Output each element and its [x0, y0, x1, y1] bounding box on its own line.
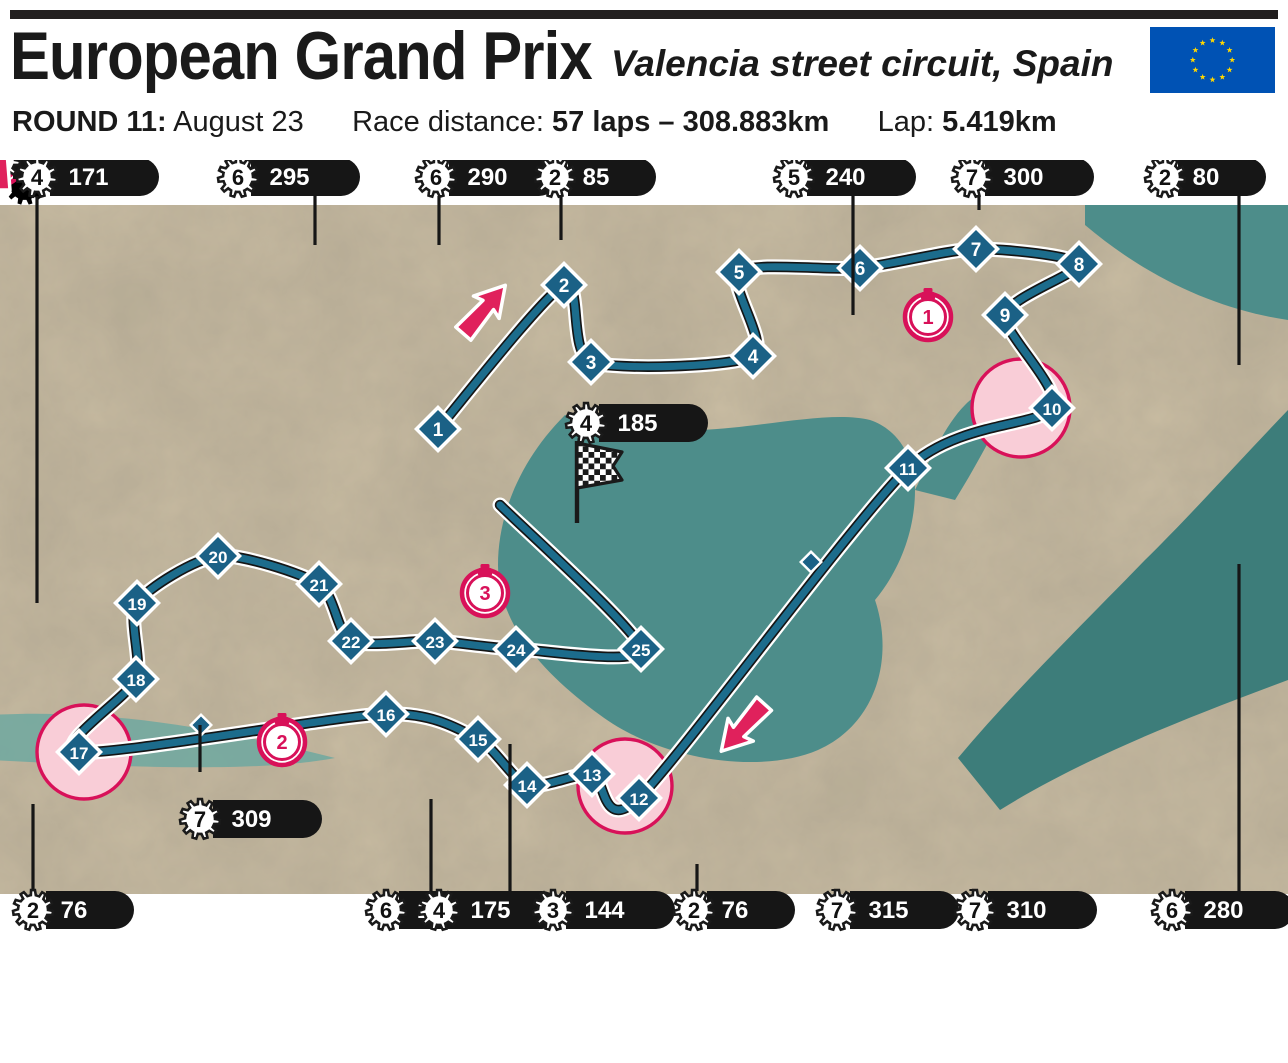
svg-text:6: 6 — [1166, 898, 1178, 923]
svg-text:2: 2 — [1159, 165, 1171, 190]
svg-text:4: 4 — [580, 411, 593, 436]
svg-text:2: 2 — [27, 898, 39, 923]
svg-text:17: 17 — [70, 744, 89, 763]
svg-text:20: 20 — [209, 548, 228, 567]
svg-text:6: 6 — [232, 165, 244, 190]
svg-text:85: 85 — [583, 164, 610, 191]
svg-text:4: 4 — [748, 347, 759, 368]
svg-text:15: 15 — [469, 731, 488, 750]
svg-text:18: 18 — [127, 671, 146, 690]
svg-text:1: 1 — [922, 307, 933, 329]
svg-text:185: 185 — [617, 410, 657, 437]
svg-text:22: 22 — [342, 633, 361, 652]
svg-text:300: 300 — [1003, 164, 1043, 191]
svg-text:76: 76 — [722, 897, 749, 924]
svg-text:1: 1 — [433, 420, 444, 441]
svg-text:10: 10 — [1043, 400, 1062, 419]
svg-text:7: 7 — [966, 165, 978, 190]
svg-text:8: 8 — [1074, 255, 1085, 276]
svg-text:3: 3 — [479, 583, 490, 605]
svg-text:2: 2 — [688, 898, 700, 923]
svg-text:25: 25 — [632, 641, 651, 660]
svg-text:76: 76 — [61, 897, 88, 924]
svg-text:16: 16 — [377, 706, 396, 725]
svg-text:240: 240 — [825, 164, 865, 191]
svg-text:2: 2 — [276, 732, 287, 754]
svg-text:7: 7 — [831, 898, 843, 923]
svg-text:171: 171 — [68, 164, 108, 191]
svg-text:280: 280 — [1203, 897, 1243, 924]
svg-text:290: 290 — [467, 164, 507, 191]
svg-text:6: 6 — [855, 259, 866, 280]
svg-text:5: 5 — [734, 263, 745, 284]
svg-text:175: 175 — [470, 897, 510, 924]
svg-text:4: 4 — [31, 165, 44, 190]
svg-text:23: 23 — [426, 633, 445, 652]
svg-text:11: 11 — [899, 460, 917, 479]
svg-text:24: 24 — [507, 641, 526, 660]
svg-text:7: 7 — [969, 898, 981, 923]
svg-text:4: 4 — [433, 898, 446, 923]
svg-text:7: 7 — [194, 807, 206, 832]
svg-text:309: 309 — [231, 806, 271, 833]
svg-text:12: 12 — [630, 790, 649, 809]
svg-text:80: 80 — [1193, 164, 1220, 191]
svg-text:5: 5 — [788, 165, 800, 190]
svg-text:6: 6 — [380, 898, 392, 923]
svg-text:2: 2 — [559, 276, 570, 297]
svg-text:2: 2 — [549, 165, 561, 190]
svg-text:14: 14 — [518, 777, 537, 796]
svg-text:3: 3 — [586, 353, 597, 374]
svg-text:19: 19 — [128, 595, 147, 614]
svg-text:315: 315 — [868, 897, 908, 924]
svg-text:6: 6 — [430, 165, 442, 190]
svg-text:144: 144 — [584, 897, 625, 924]
svg-text:9: 9 — [1000, 306, 1011, 327]
svg-text:13: 13 — [583, 766, 602, 785]
svg-text:310: 310 — [1006, 897, 1046, 924]
svg-text:7: 7 — [971, 240, 982, 261]
svg-text:21: 21 — [310, 576, 329, 595]
svg-text:295: 295 — [269, 164, 309, 191]
svg-text:3: 3 — [547, 898, 559, 923]
